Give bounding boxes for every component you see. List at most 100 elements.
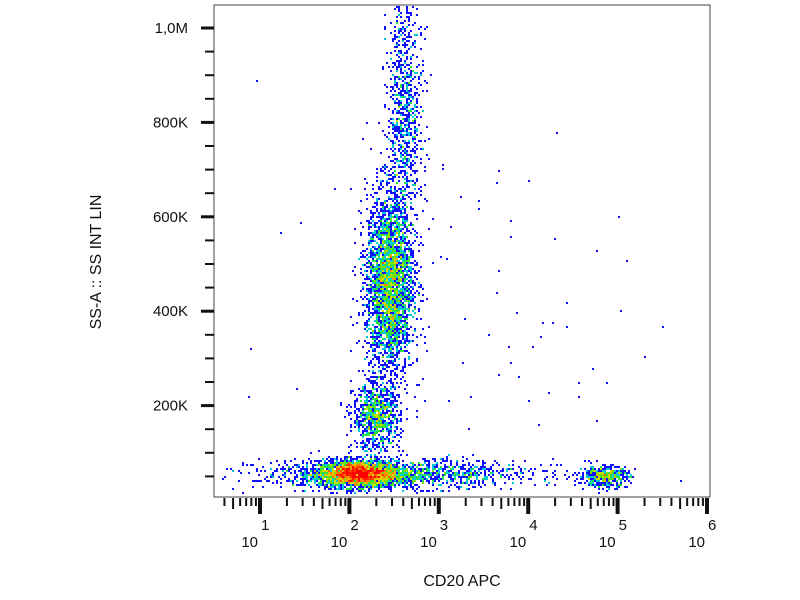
density-cell	[374, 480, 376, 482]
density-cell	[590, 482, 592, 484]
density-cell	[428, 462, 430, 464]
density-cell	[616, 476, 618, 478]
density-cell	[376, 338, 378, 340]
density-cell	[398, 210, 400, 212]
density-cell	[408, 284, 410, 286]
density-cell	[398, 414, 400, 416]
density-cell	[372, 418, 374, 420]
y-tick-label: 800K	[153, 114, 188, 131]
density-cell	[398, 328, 400, 330]
density-cell	[416, 156, 418, 158]
density-cell	[334, 478, 336, 480]
density-cell	[306, 476, 308, 478]
density-cell	[402, 22, 404, 24]
density-cell	[406, 314, 408, 316]
density-cell	[400, 172, 402, 174]
density-cell	[308, 458, 310, 460]
density-cell	[338, 486, 340, 488]
density-cell	[624, 476, 626, 478]
density-cell	[374, 476, 376, 478]
density-cell	[304, 468, 306, 470]
density-cell	[378, 376, 380, 378]
density-cell	[404, 82, 406, 84]
density-cell	[352, 476, 354, 478]
density-cell	[378, 232, 380, 234]
density-cell	[410, 250, 412, 252]
density-cell	[354, 406, 356, 408]
density-cell	[498, 170, 500, 172]
x-major-tick	[436, 498, 441, 514]
density-cell	[364, 278, 366, 280]
density-cell	[418, 282, 420, 284]
density-cell	[380, 220, 382, 222]
density-cell	[464, 468, 466, 470]
density-cell	[386, 298, 388, 300]
density-cell	[378, 304, 380, 306]
density-cell	[396, 196, 398, 198]
density-cell	[380, 462, 382, 464]
density-cell	[386, 246, 388, 248]
density-cell	[372, 380, 374, 382]
density-cell	[410, 478, 412, 480]
density-cell	[408, 480, 410, 482]
density-cell	[372, 480, 374, 482]
density-cell	[410, 486, 412, 488]
density-cell	[394, 62, 396, 64]
density-cell	[402, 472, 404, 474]
density-cell	[492, 470, 494, 472]
density-cell	[390, 478, 392, 480]
density-cell	[364, 412, 366, 414]
density-cell	[340, 486, 342, 488]
density-cell	[402, 166, 404, 168]
density-cell	[418, 468, 420, 470]
density-cell	[350, 492, 352, 494]
density-cell	[294, 478, 296, 480]
density-cell	[390, 346, 392, 348]
density-cell	[396, 434, 398, 436]
density-cell	[416, 484, 418, 486]
density-cell	[404, 212, 406, 214]
density-cell	[428, 326, 430, 328]
density-cell	[412, 138, 414, 140]
density-cell	[408, 16, 410, 18]
density-cell	[388, 258, 390, 260]
density-cell	[390, 22, 392, 24]
density-cell	[378, 344, 380, 346]
density-cell	[400, 134, 402, 136]
density-cell	[394, 406, 396, 408]
y-major-tick	[201, 404, 214, 408]
density-cell	[398, 458, 400, 460]
density-cell	[468, 462, 470, 464]
density-cell	[464, 474, 466, 476]
density-cell	[394, 202, 396, 204]
density-cell	[398, 232, 400, 234]
density-cell	[388, 282, 390, 284]
density-cell	[406, 162, 408, 164]
density-cell	[330, 484, 332, 486]
density-cell	[380, 408, 382, 410]
density-cell	[390, 410, 392, 412]
density-cell	[396, 478, 398, 480]
density-cell	[402, 320, 404, 322]
density-cell	[382, 312, 384, 314]
density-cell	[352, 482, 354, 484]
density-cell	[402, 274, 404, 276]
density-cell	[402, 368, 404, 370]
density-cell	[406, 244, 408, 246]
density-cell	[402, 96, 404, 98]
density-cell	[414, 480, 416, 482]
density-cell	[348, 478, 350, 480]
density-cell	[390, 90, 392, 92]
density-cell	[412, 476, 414, 478]
density-cell	[358, 468, 360, 470]
density-cell	[426, 350, 428, 352]
density-cell	[386, 282, 388, 284]
density-cell	[394, 206, 396, 208]
density-cell	[426, 472, 428, 474]
density-cell	[406, 16, 408, 18]
density-cell	[352, 324, 354, 326]
density-cell	[390, 220, 392, 222]
density-cell	[368, 440, 370, 442]
density-cell	[396, 120, 398, 122]
density-cell	[476, 474, 478, 476]
